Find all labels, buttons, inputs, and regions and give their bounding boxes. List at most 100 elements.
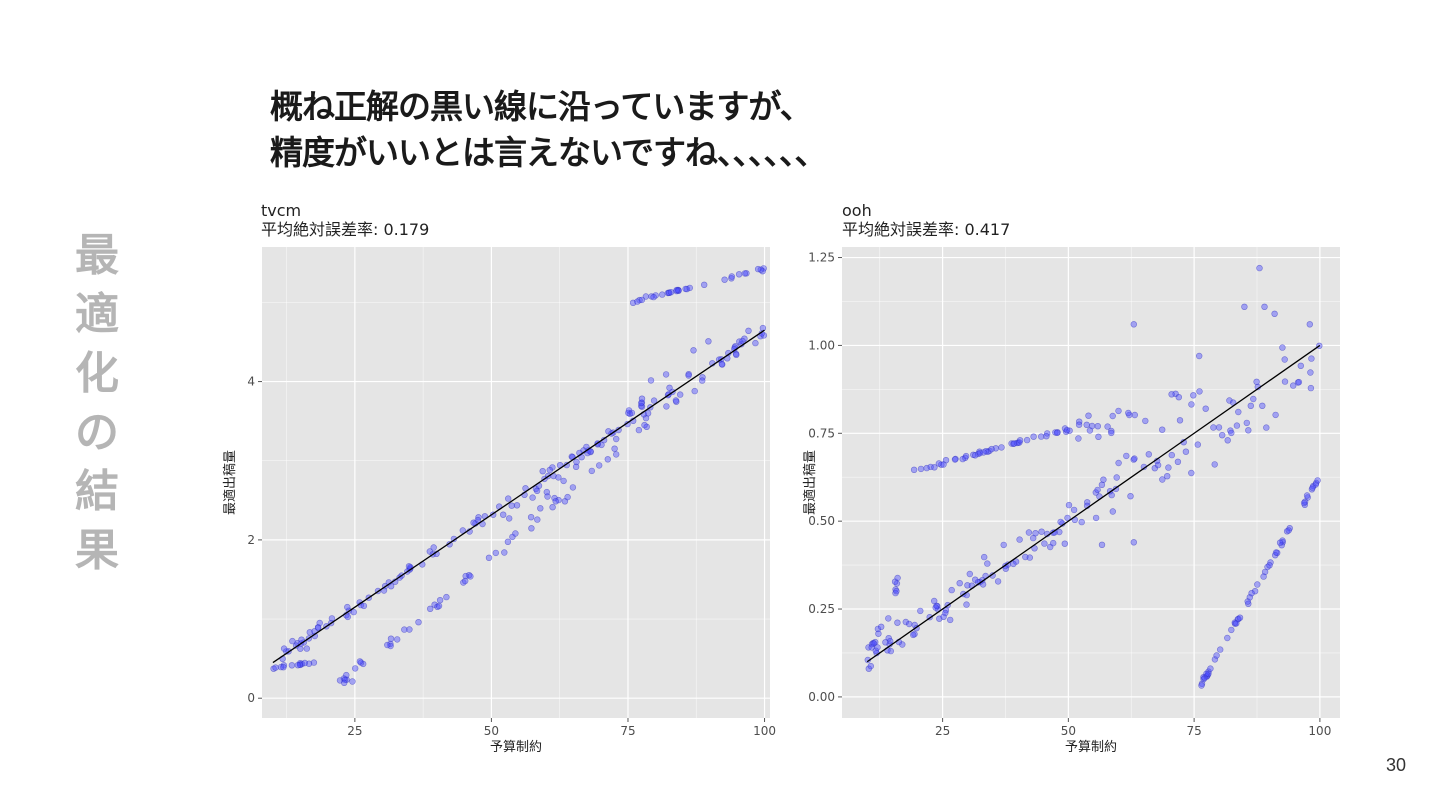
data-point	[1130, 456, 1137, 463]
data-point	[1130, 321, 1138, 328]
data-point	[885, 615, 892, 622]
y-tick-label: 0	[247, 691, 255, 705]
data-point	[272, 664, 279, 671]
data-point	[1123, 452, 1130, 460]
data-point	[650, 293, 657, 301]
data-point	[1115, 407, 1122, 415]
data-point	[634, 298, 641, 305]
data-point	[297, 645, 304, 652]
data-point	[1030, 433, 1037, 440]
data-point	[728, 273, 735, 280]
data-point	[508, 502, 515, 509]
data-point	[289, 637, 296, 645]
data-point	[980, 449, 987, 456]
data-point	[752, 339, 759, 347]
data-point	[303, 645, 310, 652]
data-point	[1247, 402, 1255, 409]
data-point	[270, 665, 277, 672]
data-point	[733, 351, 740, 358]
data-point	[1309, 484, 1316, 491]
data-point	[1271, 310, 1278, 317]
data-point	[1248, 589, 1255, 597]
data-point	[647, 377, 655, 384]
data-point	[1224, 634, 1231, 642]
data-point	[1261, 568, 1269, 576]
data-point	[462, 577, 469, 585]
data-point	[1263, 424, 1270, 431]
data-point	[1188, 469, 1195, 477]
data-point	[1253, 378, 1260, 385]
data-point	[1251, 587, 1259, 595]
data-point	[492, 549, 499, 557]
data-point	[316, 619, 323, 627]
data-point	[1182, 448, 1190, 455]
data-point	[1243, 419, 1251, 427]
data-point	[356, 658, 364, 665]
data-point	[573, 458, 580, 466]
data-point	[1023, 436, 1031, 444]
data-point	[882, 639, 889, 646]
data-point	[1094, 423, 1102, 430]
data-point	[735, 271, 743, 278]
data-point	[1108, 429, 1115, 437]
data-point	[1272, 411, 1279, 419]
data-point	[1109, 508, 1117, 515]
data-point	[288, 662, 296, 669]
data-point	[1228, 626, 1235, 634]
data-point	[1061, 540, 1069, 547]
data-point	[1154, 461, 1162, 469]
data-point	[310, 659, 318, 666]
side-title-char: 果	[75, 525, 119, 576]
data-point	[1256, 264, 1263, 272]
data-point	[1224, 437, 1231, 444]
data-point	[1104, 423, 1111, 430]
chart-subtitle: 平均絶対誤差率: 0.417	[842, 220, 1010, 239]
data-point	[963, 601, 970, 608]
data-point	[1145, 451, 1153, 458]
data-point	[691, 387, 698, 395]
data-point	[641, 421, 648, 429]
y-tick-label: 1.00	[808, 338, 835, 352]
data-point	[745, 327, 752, 334]
data-point	[539, 468, 546, 475]
data-point	[942, 609, 949, 617]
data-point	[644, 410, 652, 417]
x-axis-label: 予算制約	[490, 740, 542, 755]
data-point	[1078, 518, 1085, 526]
data-point	[1142, 417, 1149, 425]
data-point	[546, 466, 553, 474]
data-point	[1095, 433, 1102, 440]
data-point	[485, 554, 493, 561]
data-point	[529, 494, 536, 501]
data-point	[572, 463, 580, 470]
data-point	[537, 505, 544, 512]
data-point	[1307, 384, 1315, 392]
data-point	[899, 641, 906, 648]
data-point	[1038, 528, 1045, 535]
data-point	[868, 644, 875, 651]
data-point	[344, 613, 351, 621]
data-point	[1308, 355, 1315, 362]
data-point	[736, 338, 743, 345]
data-point	[406, 626, 413, 633]
data-point	[1245, 427, 1252, 434]
data-point	[705, 338, 712, 345]
data-point	[699, 374, 706, 381]
y-tick-label: 2	[247, 533, 255, 547]
data-point	[1075, 435, 1082, 442]
data-point	[1094, 486, 1101, 494]
data-point	[946, 616, 954, 624]
data-point	[886, 637, 894, 645]
data-point	[685, 372, 692, 379]
data-point	[909, 631, 917, 639]
side-title-char: 化	[75, 348, 119, 399]
data-point	[564, 493, 571, 501]
data-point	[931, 464, 938, 471]
data-point	[1228, 429, 1235, 437]
data-point	[1218, 432, 1226, 439]
data-point	[994, 578, 1002, 585]
data-point	[891, 578, 899, 585]
data-point	[280, 663, 287, 671]
